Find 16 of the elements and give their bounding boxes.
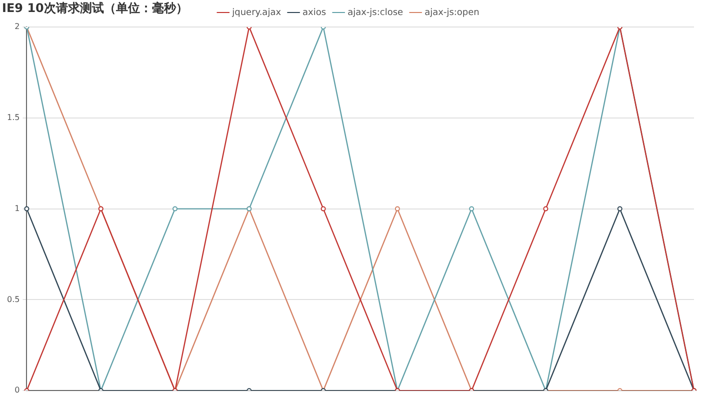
chart-title: IE9 10次请求测试（单位：毫秒） [2, 0, 188, 17]
point [617, 206, 622, 212]
y-tick-label: 0.5 [6, 294, 20, 304]
legend-label: ajax-js:close [348, 8, 404, 18]
legend-label: jquery.ajax [231, 8, 282, 18]
point [394, 206, 400, 212]
point [172, 206, 178, 212]
legend-label: axios [302, 8, 326, 18]
y-tick-label: 1.5 [6, 112, 20, 122]
point [469, 206, 474, 212]
y-tick-label: 0 [14, 386, 20, 395]
y-tick-label: 2 [14, 22, 20, 32]
legend-label: ajax-js:open [424, 8, 480, 18]
y-tick-label: 1 [14, 204, 20, 213]
point [543, 206, 548, 212]
point [320, 206, 326, 212]
